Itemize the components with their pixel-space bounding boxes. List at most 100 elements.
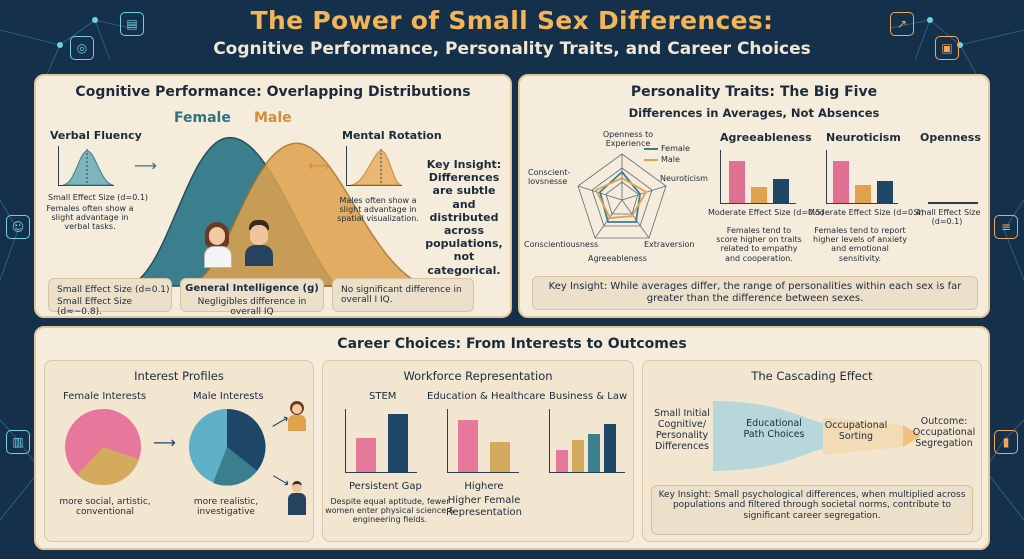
edu-bar-male — [490, 442, 510, 472]
radar-chart — [577, 153, 667, 239]
header: The Power of Small Sex Differences: Cogn… — [0, 6, 1024, 59]
gap-note: Despite equal aptitude, fewer women ente… — [325, 497, 455, 525]
gap-label: Persistent Gap — [349, 481, 422, 492]
open-effect: Small Effect Size (d=0.1) — [913, 208, 981, 227]
biz-chart — [549, 409, 625, 473]
cascade-step-2: Educational Path Choices — [743, 418, 805, 440]
neuro-chart — [826, 150, 898, 204]
verbal-mini-chart — [58, 146, 114, 186]
open-title: Openness — [920, 131, 981, 144]
radar-label-agreeableness: Agreeableness — [588, 254, 647, 263]
male-interests-note: more realistic, investigative — [193, 497, 259, 518]
cascade-title: The Cascading Effect — [751, 369, 873, 383]
cascade-insight: Key Insight: Small psychological differe… — [658, 490, 966, 521]
verbal-note: Females often show a slight advantage in… — [46, 204, 134, 232]
career-title: Career Choices: From Interests to Outcom… — [337, 336, 687, 352]
male-label: Male — [254, 110, 292, 126]
female-avatar — [202, 222, 232, 268]
male-interest-pie — [189, 408, 266, 486]
cascade-step-1: Small Initial Cognitive/ Personality Dif… — [654, 408, 710, 452]
career-panel: Career Choices: From Interests to Outcom… — [34, 326, 990, 550]
neuro-bar-1 — [833, 161, 849, 203]
biz-label: Business & Law — [549, 391, 628, 402]
personality-insight: Key Insight: While averages differ, the … — [548, 281, 962, 304]
workforce-title: Workforce Representation — [403, 369, 553, 383]
mental-mini-chart — [346, 146, 402, 186]
biz-bar-3 — [588, 434, 600, 472]
agree-title: Agreeableness — [720, 131, 812, 144]
arrow-icon: ⟶ — [153, 433, 176, 452]
effect-size-box: Small Effect Size (d=0.1) Small Effect S… — [48, 278, 172, 317]
legend-male: Male — [644, 155, 704, 164]
agree-bar-3 — [773, 179, 789, 203]
mental-title: Mental Rotation — [342, 129, 442, 142]
iq-box: No significant difference in overall I I… — [332, 278, 474, 312]
effect-size-line1: Small Effect Size (d=0.1) — [57, 285, 170, 295]
cognitive-panel: Cognitive Performance: Overlapping Distr… — [34, 74, 512, 318]
bar-chart-icon: ▮ — [994, 430, 1018, 454]
stem-chart — [345, 409, 417, 473]
edu-bar-female — [458, 420, 478, 472]
cascade-step-4: Outcome: Occupational Segregation — [912, 416, 976, 449]
female-interest-pie — [65, 408, 141, 486]
open-chart-line — [928, 202, 978, 204]
cognitive-title: Cognitive Performance: Overlapping Distr… — [75, 84, 471, 100]
main-subtitle: Cognitive Performance, Personality Trait… — [213, 39, 811, 59]
growth-icon: ↗ — [890, 12, 914, 36]
higher-label-2: Higher Female Representation — [446, 495, 522, 518]
person-female-icon — [287, 401, 307, 431]
stem-bar-male — [388, 414, 408, 472]
verbal-title: Verbal Fluency — [50, 129, 142, 142]
agree-bar-1 — [729, 161, 745, 203]
person-male-icon — [287, 481, 307, 515]
agree-note: Females tend to score higher on traits r… — [716, 226, 802, 263]
stem-label: STEM — [369, 391, 397, 402]
neuro-title: Neuroticism — [826, 131, 901, 144]
cascade-step-3: Occupational Sorting — [824, 420, 888, 442]
radar-label-extraversion: Extraversion — [644, 240, 695, 249]
female-label: Female — [174, 110, 231, 126]
cascade-insight-box: Key Insight: Small psychological differe… — [651, 485, 973, 535]
cognitive-insight: Key Insight: Differences are subtle and … — [425, 158, 503, 277]
agree-chart — [720, 150, 796, 204]
male-interests-label: Male Interests — [193, 391, 264, 402]
document-icon: ≡ — [994, 215, 1018, 239]
intelligence-box: General Intelligence (g) Negligibles dif… — [180, 278, 324, 317]
radar-label-openness: Openness to Experience — [602, 130, 654, 149]
double-arrow-icon: ⟷ — [308, 156, 331, 175]
intelligence-title: General Intelligence (g) — [185, 283, 319, 294]
cascade-funnel — [713, 401, 921, 471]
radar-label-conscient: Conscient- lovsnesse — [528, 168, 571, 187]
main-title: The Power of Small Sex Differences: — [250, 6, 774, 35]
edu-chart — [447, 409, 519, 473]
arrow-right-icon: ⟶ — [134, 156, 157, 175]
neuro-note: Females tend to report higher levels of … — [813, 226, 907, 263]
chart-icon: ▤ — [120, 12, 144, 36]
agree-effect: Moderate Effect Size (d=0.5) — [708, 208, 824, 217]
people-icon: ☺ — [6, 215, 30, 239]
female-interests-note: more social, artistic, conventional — [59, 497, 151, 518]
neuro-bar-2 — [855, 185, 871, 203]
female-interests-label: Female Interests — [63, 391, 147, 402]
edu-label: Education & Healthcare — [427, 391, 546, 402]
radar-female — [598, 170, 641, 223]
biz-bar-4 — [604, 424, 616, 472]
neuro-bar-3 — [877, 181, 893, 203]
stem-bar-female — [356, 438, 376, 472]
intelligence-text: Negligibles difference in overall IQ — [197, 297, 307, 318]
neuro-effect: Moderate Effect Size (d=0.4) — [808, 208, 924, 217]
effect-size-line2: Small Effect Size (d≈~0.8). — [57, 297, 133, 318]
personality-title: Personality Traits: The Big Five — [630, 84, 878, 100]
interest-title: Interest Profiles — [134, 369, 224, 383]
cascade-panel: The Cascading Effect Small Initial Cogni… — [642, 360, 982, 542]
presentation-icon: ▣ — [935, 36, 959, 60]
personality-subtitle: Differences in Averages, Not Absences — [628, 106, 880, 120]
workforce-panel: Workforce Representation STEM Education … — [322, 360, 634, 542]
iq-text: No significant difference in overall I I… — [341, 285, 462, 306]
personality-insight-box: Key Insight: While averages differ, the … — [532, 276, 978, 310]
biz-bar-1 — [556, 450, 568, 472]
agree-bar-2 — [751, 187, 767, 203]
legend-female: Female — [644, 144, 704, 153]
personality-panel: Personality Traits: The Big Five Differe… — [518, 74, 990, 318]
biz-bar-2 — [572, 440, 584, 472]
